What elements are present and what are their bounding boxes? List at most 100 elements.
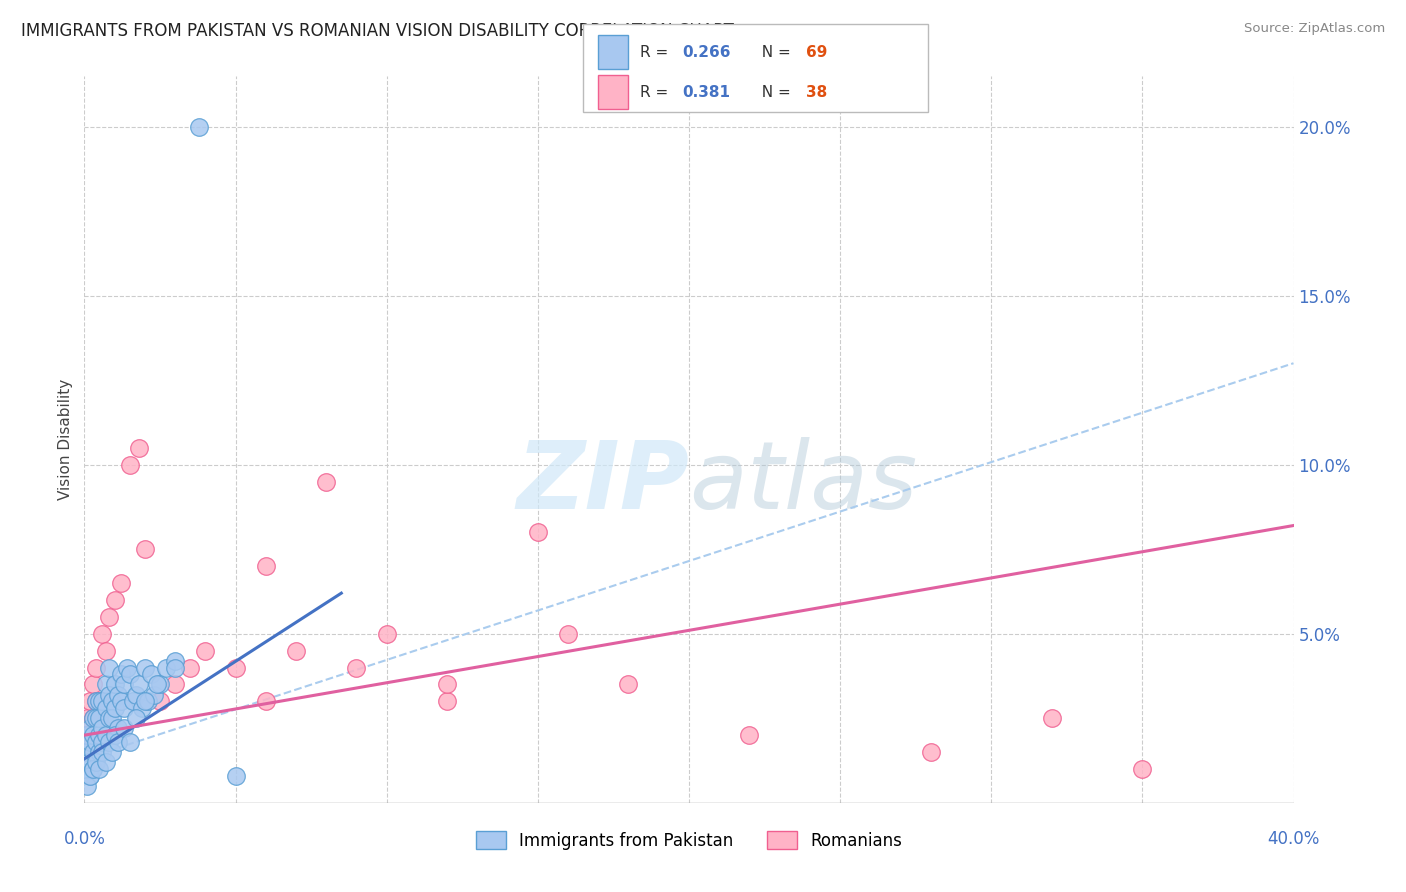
- Point: [91, 694, 114, 708]
- Text: 69: 69: [806, 45, 827, 60]
- Point: [1040, 711, 1063, 725]
- Point: [76, 745, 98, 759]
- Point: [94, 677, 117, 691]
- Point: [165, 660, 187, 674]
- Point: [436, 677, 458, 691]
- Point: [82, 762, 104, 776]
- Point: [75, 728, 97, 742]
- Point: [91, 626, 114, 640]
- Point: [118, 458, 141, 472]
- Point: [738, 728, 761, 742]
- Text: 40.0%: 40.0%: [1267, 830, 1320, 848]
- Text: IMMIGRANTS FROM PAKISTAN VS ROMANIAN VISION DISABILITY CORRELATION CHART: IMMIGRANTS FROM PAKISTAN VS ROMANIAN VIS…: [21, 22, 734, 40]
- Point: [82, 728, 104, 742]
- Point: [75, 762, 97, 776]
- Point: [97, 688, 120, 702]
- Point: [149, 677, 172, 691]
- Point: [125, 688, 148, 702]
- Point: [100, 745, 122, 759]
- Point: [94, 728, 117, 742]
- Point: [82, 711, 104, 725]
- Point: [125, 711, 148, 725]
- Point: [97, 610, 120, 624]
- Point: [254, 694, 277, 708]
- Text: Source: ZipAtlas.com: Source: ZipAtlas.com: [1244, 22, 1385, 36]
- Point: [89, 762, 111, 776]
- Point: [82, 711, 104, 725]
- Point: [131, 701, 153, 715]
- Point: [86, 660, 108, 674]
- Point: [557, 626, 579, 640]
- Point: [97, 711, 120, 725]
- Point: [107, 722, 129, 736]
- Point: [79, 728, 101, 742]
- Point: [97, 660, 120, 674]
- Point: [139, 667, 162, 681]
- Point: [128, 677, 150, 691]
- Point: [136, 694, 159, 708]
- Point: [155, 660, 177, 674]
- Point: [94, 756, 117, 770]
- Point: [134, 694, 156, 708]
- Point: [100, 711, 122, 725]
- Point: [254, 559, 277, 574]
- Point: [112, 701, 135, 715]
- Point: [82, 745, 104, 759]
- Point: [91, 722, 114, 736]
- Text: N =: N =: [752, 85, 796, 100]
- Point: [100, 694, 122, 708]
- Point: [188, 120, 211, 134]
- Point: [375, 626, 398, 640]
- Point: [104, 728, 127, 742]
- Text: atlas: atlas: [689, 437, 917, 528]
- Text: 0.0%: 0.0%: [63, 830, 105, 848]
- Point: [165, 677, 187, 691]
- Point: [82, 762, 104, 776]
- Point: [94, 643, 117, 657]
- Point: [104, 593, 127, 607]
- Point: [79, 735, 101, 749]
- Y-axis label: Vision Disability: Vision Disability: [58, 379, 73, 500]
- Point: [89, 711, 111, 725]
- Point: [315, 475, 337, 489]
- Point: [920, 745, 942, 759]
- Point: [89, 745, 111, 759]
- Point: [118, 735, 141, 749]
- Point: [79, 769, 101, 783]
- Point: [86, 711, 108, 725]
- Point: [94, 701, 117, 715]
- Text: R =: R =: [640, 45, 673, 60]
- Point: [118, 667, 141, 681]
- Point: [89, 728, 111, 742]
- Point: [134, 660, 156, 674]
- Point: [110, 667, 132, 681]
- Text: 0.381: 0.381: [682, 85, 730, 100]
- Point: [617, 677, 640, 691]
- Point: [89, 694, 111, 708]
- Point: [115, 660, 138, 674]
- Point: [527, 525, 550, 540]
- Point: [112, 722, 135, 736]
- Point: [97, 735, 120, 749]
- Point: [285, 643, 308, 657]
- Point: [79, 722, 101, 736]
- Point: [142, 688, 165, 702]
- Point: [134, 542, 156, 557]
- Point: [121, 694, 143, 708]
- Point: [104, 701, 127, 715]
- Point: [112, 677, 135, 691]
- Point: [436, 694, 458, 708]
- Legend: Immigrants from Pakistan, Romanians: Immigrants from Pakistan, Romanians: [470, 825, 908, 856]
- Point: [104, 677, 127, 691]
- Point: [82, 677, 104, 691]
- Point: [76, 711, 98, 725]
- Point: [165, 654, 187, 668]
- Point: [225, 769, 247, 783]
- Point: [91, 735, 114, 749]
- Text: 0.266: 0.266: [682, 45, 730, 60]
- Point: [149, 694, 172, 708]
- Point: [110, 576, 132, 591]
- Point: [76, 779, 98, 793]
- Point: [86, 694, 108, 708]
- Point: [86, 694, 108, 708]
